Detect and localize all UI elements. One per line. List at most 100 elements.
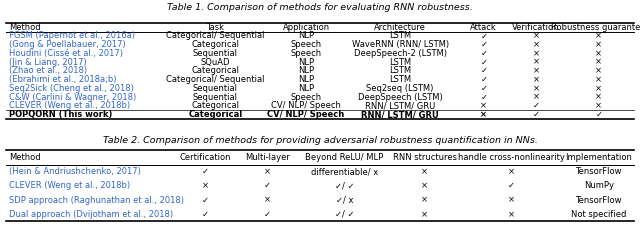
Text: ✓: ✓ xyxy=(480,92,487,101)
Text: CV/ NLP/ Speech: CV/ NLP/ Speech xyxy=(268,110,345,119)
Text: ×: × xyxy=(595,58,602,67)
Text: ×: × xyxy=(508,210,515,219)
Text: ✓: ✓ xyxy=(202,167,209,176)
Text: ✓: ✓ xyxy=(508,181,515,190)
Text: ✓: ✓ xyxy=(202,210,209,219)
Text: NLP: NLP xyxy=(298,84,314,93)
Text: ×: × xyxy=(532,84,540,93)
Text: ✓: ✓ xyxy=(532,110,540,119)
Text: Implementation: Implementation xyxy=(565,153,632,162)
Text: ×: × xyxy=(595,92,602,101)
Text: ×: × xyxy=(595,101,602,110)
Text: ✓: ✓ xyxy=(480,75,487,84)
Text: RNN/ LSTM/ GRU: RNN/ LSTM/ GRU xyxy=(365,101,435,110)
Text: ✓: ✓ xyxy=(264,210,271,219)
Text: TensorFlow: TensorFlow xyxy=(575,167,622,176)
Text: ×: × xyxy=(508,196,515,205)
Text: Speech: Speech xyxy=(291,49,322,58)
Text: ×: × xyxy=(532,75,540,84)
Text: ×: × xyxy=(264,167,271,176)
Text: ×: × xyxy=(421,196,428,205)
Text: differentiable/ x: differentiable/ x xyxy=(311,167,378,176)
Text: ✓: ✓ xyxy=(532,101,540,110)
Text: Categorical/ Sequential: Categorical/ Sequential xyxy=(166,32,265,40)
Text: ×: × xyxy=(595,84,602,93)
Text: (Gong & Poellabauer, 2017): (Gong & Poellabauer, 2017) xyxy=(9,40,125,49)
Text: Dual approach (Dvijotham et al., 2018): Dual approach (Dvijotham et al., 2018) xyxy=(9,210,173,219)
Text: Categorical: Categorical xyxy=(191,40,239,49)
Text: ✓: ✓ xyxy=(264,181,271,190)
Text: FGSM (Papernot et al., 2016a): FGSM (Papernot et al., 2016a) xyxy=(9,32,135,40)
Text: ✓: ✓ xyxy=(480,32,487,40)
Text: (Hein & Andriushchenko, 2017): (Hein & Andriushchenko, 2017) xyxy=(9,167,141,176)
Text: Speech: Speech xyxy=(291,40,322,49)
Text: Houdini (Cissé et al., 2017): Houdini (Cissé et al., 2017) xyxy=(9,49,123,58)
Text: Sequential: Sequential xyxy=(193,84,238,93)
Text: Categorical/ Sequential: Categorical/ Sequential xyxy=(166,75,265,84)
Text: Not specified: Not specified xyxy=(571,210,627,219)
Text: Method: Method xyxy=(9,23,40,32)
Text: Categorical: Categorical xyxy=(188,110,243,119)
Text: Categorical: Categorical xyxy=(191,101,239,110)
Text: NLP: NLP xyxy=(298,32,314,40)
Text: CLEVER (Weng et al., 2018b): CLEVER (Weng et al., 2018b) xyxy=(9,181,130,190)
Text: CV/ NLP/ Speech: CV/ NLP/ Speech xyxy=(271,101,341,110)
Text: ✓: ✓ xyxy=(595,110,602,119)
Text: Verification: Verification xyxy=(512,23,560,32)
Text: Seq2Sick (Cheng et al., 2018): Seq2Sick (Cheng et al., 2018) xyxy=(9,84,134,93)
Text: ×: × xyxy=(421,167,428,176)
Text: handle cross-nonlinearity: handle cross-nonlinearity xyxy=(458,153,565,162)
Text: Architecture: Architecture xyxy=(374,23,426,32)
Text: ✓: ✓ xyxy=(480,84,487,93)
Text: ✓: ✓ xyxy=(480,40,487,49)
Text: Method: Method xyxy=(9,153,40,162)
Text: ×: × xyxy=(532,40,540,49)
Text: Multi-layer: Multi-layer xyxy=(245,153,290,162)
Text: ×: × xyxy=(202,181,209,190)
Text: NumPy: NumPy xyxy=(584,181,614,190)
Text: TensorFlow: TensorFlow xyxy=(575,196,622,205)
Text: (Ebrahimi et al., 2018a;b): (Ebrahimi et al., 2018a;b) xyxy=(9,75,116,84)
Text: Beyond ReLU/ MLP: Beyond ReLU/ MLP xyxy=(305,153,383,162)
Text: ×: × xyxy=(532,49,540,58)
Text: Sequential: Sequential xyxy=(193,92,238,101)
Text: ×: × xyxy=(532,32,540,40)
Text: WaveRNN (RNN/ LSTM): WaveRNN (RNN/ LSTM) xyxy=(351,40,449,49)
Text: ×: × xyxy=(480,110,487,119)
Text: Sequential: Sequential xyxy=(193,49,238,58)
Text: ×: × xyxy=(508,167,515,176)
Text: RNN structures: RNN structures xyxy=(392,153,456,162)
Text: LSTM: LSTM xyxy=(389,32,412,40)
Text: Table 2. Comparison of methods for providing adversarial robustness quantificati: Table 2. Comparison of methods for provi… xyxy=(102,136,538,145)
Text: ×: × xyxy=(595,49,602,58)
Text: SQuAD: SQuAD xyxy=(201,58,230,67)
Text: ×: × xyxy=(595,66,602,75)
Text: CLEVER (Weng et al., 2018b): CLEVER (Weng et al., 2018b) xyxy=(9,101,130,110)
Text: ×: × xyxy=(421,210,428,219)
Text: ✓: ✓ xyxy=(480,58,487,67)
Text: ✓: ✓ xyxy=(480,66,487,75)
Text: RNN/ LSTM/ GRU: RNN/ LSTM/ GRU xyxy=(361,110,439,119)
Text: ×: × xyxy=(595,32,602,40)
Text: Table 1. Comparison of methods for evaluating RNN robustness.: Table 1. Comparison of methods for evalu… xyxy=(167,3,473,12)
Text: Robustness guarantee: Robustness guarantee xyxy=(552,23,640,32)
Text: C&W (Carlini & Wagner, 2018): C&W (Carlini & Wagner, 2018) xyxy=(9,92,136,101)
Text: ×: × xyxy=(264,196,271,205)
Text: (Zhao et al., 2018): (Zhao et al., 2018) xyxy=(9,66,87,75)
Text: ×: × xyxy=(595,75,602,84)
Text: Categorical: Categorical xyxy=(191,66,239,75)
Text: ✓/ ✓: ✓/ ✓ xyxy=(335,181,354,190)
Text: ×: × xyxy=(595,40,602,49)
Text: DeepSpeech-2 (LSTM): DeepSpeech-2 (LSTM) xyxy=(354,49,447,58)
Text: ✓/ ✓: ✓/ ✓ xyxy=(335,210,354,219)
Text: ×: × xyxy=(532,92,540,101)
Text: Task: Task xyxy=(207,23,225,32)
Text: Certification: Certification xyxy=(179,153,231,162)
Text: (Jin & Liang, 2017): (Jin & Liang, 2017) xyxy=(9,58,86,67)
Text: ✓/ x: ✓/ x xyxy=(335,196,353,205)
Text: Speech: Speech xyxy=(291,92,322,101)
Text: Application: Application xyxy=(282,23,330,32)
Text: POPQORN (This work): POPQORN (This work) xyxy=(9,110,112,119)
Text: ✓: ✓ xyxy=(480,49,487,58)
Text: SDP approach (Raghunathan et al., 2018): SDP approach (Raghunathan et al., 2018) xyxy=(9,196,184,205)
